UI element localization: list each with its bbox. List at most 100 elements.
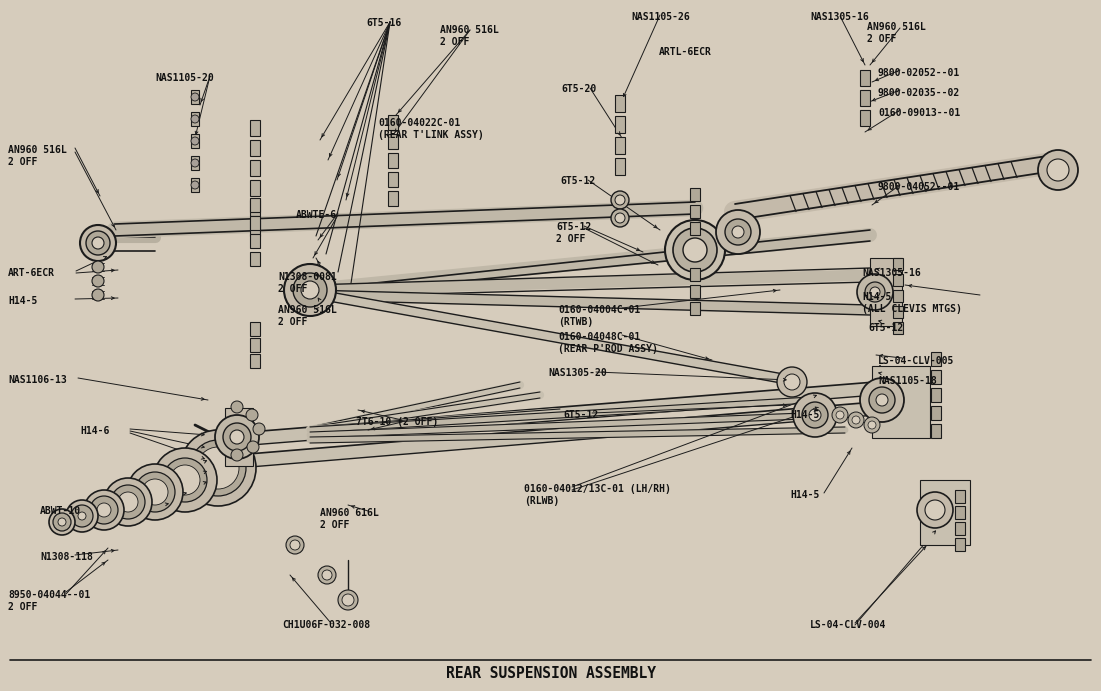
Text: LS-04-CLV-004: LS-04-CLV-004: [810, 620, 886, 630]
Circle shape: [92, 275, 103, 287]
Text: H14-5: H14-5: [791, 490, 819, 500]
Text: 8950-04044--01
2 OFF: 8950-04044--01 2 OFF: [8, 590, 90, 612]
Text: NAS1305-20: NAS1305-20: [548, 368, 607, 378]
Circle shape: [90, 496, 118, 524]
Circle shape: [127, 464, 183, 520]
Text: NAS1105-26: NAS1105-26: [631, 12, 689, 22]
Circle shape: [857, 274, 893, 310]
Circle shape: [611, 191, 629, 209]
Text: 6T5-12
2 OFF: 6T5-12 2 OFF: [556, 222, 591, 244]
Text: NAS1105-18: NAS1105-18: [877, 376, 937, 386]
Circle shape: [190, 115, 199, 123]
Circle shape: [197, 447, 239, 489]
Bar: [931, 424, 941, 438]
Bar: [931, 388, 941, 402]
Circle shape: [78, 512, 86, 520]
Circle shape: [170, 465, 200, 495]
Circle shape: [190, 159, 199, 167]
Text: 0160-04004C-01
(RTWB): 0160-04004C-01 (RTWB): [558, 305, 641, 327]
Circle shape: [848, 412, 864, 428]
Circle shape: [869, 387, 895, 413]
Bar: [250, 234, 260, 248]
Bar: [860, 70, 870, 86]
Circle shape: [53, 513, 70, 531]
Circle shape: [70, 505, 92, 527]
Circle shape: [665, 220, 724, 280]
Bar: [250, 338, 260, 352]
Circle shape: [92, 289, 103, 301]
Circle shape: [135, 472, 175, 512]
Circle shape: [190, 93, 199, 101]
Text: AN960 516L
2 OFF: AN960 516L 2 OFF: [866, 22, 926, 44]
Bar: [250, 180, 260, 196]
Bar: [250, 160, 260, 176]
Bar: [250, 200, 260, 216]
Text: AN960 516L
2 OFF: AN960 516L 2 OFF: [440, 25, 499, 46]
Text: ART-6ECR: ART-6ECR: [8, 268, 55, 278]
Bar: [893, 274, 903, 286]
Circle shape: [1047, 159, 1069, 181]
Bar: [893, 306, 903, 318]
Text: 0160-04048C-01
(REAR P'ROD ASSY): 0160-04048C-01 (REAR P'ROD ASSY): [558, 332, 658, 354]
Bar: [250, 220, 260, 236]
Text: H14-5: H14-5: [791, 410, 819, 420]
Circle shape: [80, 225, 116, 261]
Circle shape: [917, 492, 953, 528]
Bar: [615, 137, 625, 154]
Bar: [860, 110, 870, 126]
Circle shape: [925, 500, 945, 520]
Circle shape: [724, 219, 751, 245]
Bar: [250, 216, 260, 230]
Circle shape: [92, 261, 103, 273]
Text: 7T6-10 (2 OFF): 7T6-10 (2 OFF): [356, 417, 438, 427]
Circle shape: [1038, 150, 1078, 190]
Text: 6T5-16: 6T5-16: [366, 18, 401, 28]
Circle shape: [673, 228, 717, 272]
Bar: [931, 370, 941, 384]
Bar: [893, 290, 903, 302]
Bar: [870, 258, 902, 326]
Bar: [250, 198, 260, 212]
Circle shape: [224, 423, 251, 451]
Circle shape: [777, 367, 807, 397]
Bar: [250, 322, 260, 336]
Bar: [615, 158, 625, 175]
Bar: [388, 172, 397, 187]
Circle shape: [683, 238, 707, 262]
Circle shape: [852, 416, 860, 424]
Text: 9800-02052--01: 9800-02052--01: [877, 68, 960, 78]
Circle shape: [611, 209, 629, 227]
Circle shape: [321, 570, 333, 580]
Bar: [615, 116, 625, 133]
Text: NAS1305-16: NAS1305-16: [810, 12, 869, 22]
Bar: [690, 302, 700, 315]
Bar: [690, 222, 700, 235]
Circle shape: [860, 378, 904, 422]
Circle shape: [290, 540, 299, 550]
Text: 6T5-12: 6T5-12: [563, 410, 598, 420]
Circle shape: [615, 195, 625, 205]
Text: NAS1106-13: NAS1106-13: [8, 375, 67, 385]
Text: AN960 516L
2 OFF: AN960 516L 2 OFF: [277, 305, 337, 327]
Circle shape: [809, 409, 821, 421]
Text: NAS1105-20: NAS1105-20: [155, 73, 214, 83]
Bar: [190, 90, 199, 104]
Circle shape: [836, 411, 844, 419]
Text: NAS1305-16: NAS1305-16: [862, 268, 920, 278]
Text: 6T5-12: 6T5-12: [868, 323, 903, 333]
Bar: [225, 408, 253, 466]
Bar: [955, 490, 964, 503]
Circle shape: [615, 213, 625, 223]
Text: N1308-0081
2 OFF: N1308-0081 2 OFF: [277, 272, 337, 294]
Circle shape: [111, 485, 145, 519]
Circle shape: [247, 441, 259, 453]
Circle shape: [253, 423, 265, 435]
Text: H14-5: H14-5: [8, 296, 37, 306]
Circle shape: [802, 402, 828, 428]
Circle shape: [86, 231, 110, 255]
Circle shape: [793, 393, 837, 437]
Bar: [931, 406, 941, 420]
Circle shape: [50, 509, 75, 535]
Circle shape: [190, 137, 199, 145]
Bar: [388, 191, 397, 206]
